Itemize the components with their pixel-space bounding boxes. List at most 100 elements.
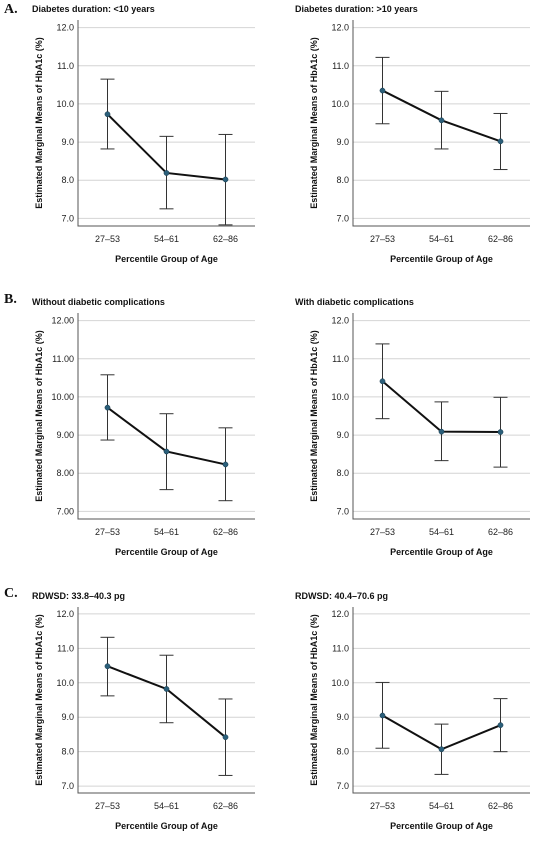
y-tick-label: 9.0 <box>336 430 349 440</box>
data-point <box>104 663 111 670</box>
data-point <box>379 712 386 719</box>
y-tick-label: 12.0 <box>331 316 349 326</box>
y-tick-label: 7.00 <box>56 506 74 516</box>
x-tick-label: 62–86 <box>213 234 238 244</box>
x-tick-label: 54–61 <box>154 801 179 811</box>
y-tick-label: 9.0 <box>336 712 349 722</box>
data-point <box>438 117 445 124</box>
data-point <box>497 429 504 435</box>
x-tick-label: 54–61 <box>154 234 179 244</box>
x-axis-label: Percentile Group of Age <box>390 821 493 831</box>
x-tick-label: 54–61 <box>429 234 454 244</box>
y-axis-label: Estimated Marginal Means of HbA1c (%) <box>309 330 319 502</box>
x-tick-label: 27–53 <box>95 527 120 537</box>
y-tick-label: 8.0 <box>61 175 74 185</box>
axis-line <box>352 607 530 794</box>
x-axis-label: Percentile Group of Age <box>115 821 218 831</box>
y-tick-label: 7.0 <box>336 506 349 516</box>
y-tick-label: 7.0 <box>336 781 349 791</box>
data-point <box>163 686 170 692</box>
y-tick-label: 11.0 <box>332 643 349 653</box>
chart-c-left: 7.0 8.0 9.0 10.0 11.0 12.0 27–53 54–61 62–86 Perc… <box>34 607 255 831</box>
chart-a-right: 7.0 8.0 9.0 10.0 11.0 12.0 27–53 54–61 62–86 Perc… <box>309 20 530 264</box>
y-axis-label: Estimated Marginal Means of HbA1c (%) <box>309 37 319 209</box>
y-tick-label: 7.0 <box>336 213 349 223</box>
data-point <box>163 170 170 176</box>
axis-line <box>77 20 255 227</box>
y-tick-label: 11.0 <box>332 61 349 71</box>
x-tick-label: 62–86 <box>488 527 513 537</box>
y-axis-label: Estimated Marginal Means of HbA1c (%) <box>309 614 319 786</box>
y-tick-label: 12.0 <box>331 23 349 33</box>
axis-line <box>352 20 530 227</box>
y-tick-label: 11.0 <box>57 61 74 71</box>
x-tick-label: 54–61 <box>429 527 454 537</box>
y-tick-label: 12.0 <box>56 609 74 619</box>
y-tick-label: 10.0 <box>331 99 349 109</box>
y-tick-label: 8.0 <box>336 175 349 185</box>
chart-title: Without diabetic complications <box>32 297 165 307</box>
y-tick-label: 10.0 <box>56 99 74 109</box>
y-tick-label: 9.0 <box>61 712 74 722</box>
x-axis-label: Percentile Group of Age <box>115 547 218 557</box>
panel-letter-b: B. <box>4 292 17 307</box>
data-point <box>222 734 229 741</box>
y-tick-label: 9.0 <box>336 137 349 147</box>
x-axis-label: Percentile Group of Age <box>115 254 218 264</box>
x-axis-label: Percentile Group of Age <box>390 254 493 264</box>
y-tick-label: 10.0 <box>56 678 74 688</box>
data-point <box>379 87 386 94</box>
y-tick-label: 12.0 <box>331 609 349 619</box>
chart-title: Diabetes duration: <10 years <box>32 4 155 14</box>
y-tick-label: 9.0 <box>61 137 74 147</box>
panel-letter-a: A. <box>4 2 18 17</box>
y-tick-label: 8.0 <box>336 468 349 478</box>
x-tick-label: 54–61 <box>429 801 454 811</box>
chart-b-left: 7.00 8.00 9.00 10.00 11.00 12.00 27–53 54–61 62–… <box>34 313 255 557</box>
x-tick-label: 27–53 <box>370 801 395 811</box>
x-tick-label: 62–86 <box>213 527 238 537</box>
y-tick-label: 12.0 <box>56 23 74 33</box>
chart-b-right: 7.0 8.0 9.0 10.0 11.0 12.0 27–53 54–61 62–86 Perc… <box>309 313 530 557</box>
y-tick-label: 12.00 <box>51 316 74 326</box>
y-tick-label: 8.0 <box>61 747 74 757</box>
chart-title: RDWSD: 40.4–70.6 pg <box>295 591 389 601</box>
data-point <box>497 722 504 728</box>
axis-line <box>352 313 530 520</box>
data-point <box>497 138 504 145</box>
y-tick-label: 8.0 <box>336 747 349 757</box>
y-axis-label: Estimated Marginal Means of HbA1c (%) <box>34 614 44 786</box>
chart-title: With diabetic complications <box>295 297 414 307</box>
chart-c-right: 7.0 8.0 9.0 10.0 11.0 12.0 27–53 54–61 62–86 Perc… <box>309 607 530 831</box>
y-axis-label: Estimated Marginal Means of HbA1c (%) <box>34 37 44 209</box>
y-tick-label: 10.0 <box>331 678 349 688</box>
panel-letter-c: C. <box>4 586 18 601</box>
data-point <box>222 461 229 468</box>
x-tick-label: 54–61 <box>154 527 179 537</box>
x-tick-label: 27–53 <box>370 234 395 244</box>
x-tick-label: 62–86 <box>213 801 238 811</box>
y-tick-label: 11.00 <box>52 354 74 364</box>
x-tick-label: 27–53 <box>370 527 395 537</box>
data-point <box>438 428 445 435</box>
y-axis-label: Estimated Marginal Means of HbA1c (%) <box>34 330 44 502</box>
chart-title: Diabetes duration: >10 years <box>295 4 418 14</box>
y-tick-label: 7.0 <box>61 781 74 791</box>
chart-a-left: 7.0 8.0 9.0 10.0 11.0 12.0 27–53 54–61 62–86 Perc… <box>34 20 255 264</box>
data-point <box>438 746 445 753</box>
data-point <box>104 111 111 118</box>
x-tick-label: 62–86 <box>488 801 513 811</box>
axis-line <box>77 607 255 794</box>
y-tick-label: 10.0 <box>331 392 349 402</box>
data-point <box>222 176 229 183</box>
x-tick-label: 27–53 <box>95 234 120 244</box>
y-tick-label: 11.0 <box>332 354 349 364</box>
data-point <box>163 448 170 455</box>
y-tick-label: 10.00 <box>51 392 74 402</box>
chart-title: RDWSD: 33.8–40.3 pg <box>32 591 126 601</box>
x-axis-label: Percentile Group of Age <box>390 547 493 557</box>
x-tick-label: 27–53 <box>95 801 120 811</box>
data-point <box>104 404 111 411</box>
axis-line <box>77 313 255 520</box>
y-tick-label: 8.00 <box>56 468 74 478</box>
